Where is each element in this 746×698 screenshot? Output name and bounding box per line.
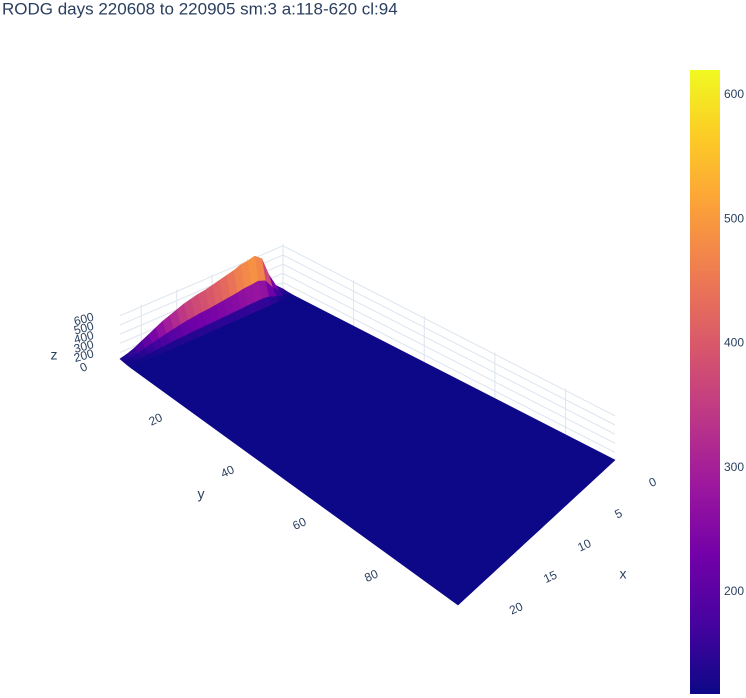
- z-tick-label: 500: [72, 319, 95, 338]
- grid-line: [119, 245, 616, 417]
- chart-title: RODG days 220608 to 220905 sm:3 a:118-62…: [2, 0, 398, 18]
- x-tick-label: 10: [575, 536, 593, 554]
- colorbar-tick-label: 200: [724, 584, 744, 598]
- grid-line: [119, 263, 616, 435]
- z-tick-label: 200: [72, 346, 95, 365]
- x-tick-label: 0: [647, 474, 659, 490]
- y-tick-label: 60: [290, 514, 308, 532]
- y-tick-label: 20: [147, 410, 165, 428]
- colorbar-tick-label: 500: [724, 211, 744, 225]
- surface-cell: [130, 364, 466, 606]
- x-tick-label: 5: [613, 506, 625, 522]
- y-axis-title: y: [198, 486, 205, 502]
- z-axis-title: z: [51, 347, 58, 363]
- z-tick-label: 600: [72, 310, 95, 329]
- x-tick-label: 20: [507, 599, 525, 617]
- y-tick-label: 80: [362, 566, 380, 584]
- z-tick-label: 300: [72, 337, 95, 356]
- colorbar-tick-label: 400: [724, 336, 744, 350]
- colorbar-tick-label: 600: [724, 87, 744, 101]
- colorbar: [690, 70, 720, 694]
- y-tick-label: 40: [218, 462, 236, 480]
- x-tick-label: 15: [541, 568, 559, 586]
- colorbar-tick-label: 300: [724, 460, 744, 474]
- z-tick-label: 400: [72, 328, 95, 347]
- x-axis-title: x: [620, 566, 627, 582]
- grid-line: [119, 254, 616, 426]
